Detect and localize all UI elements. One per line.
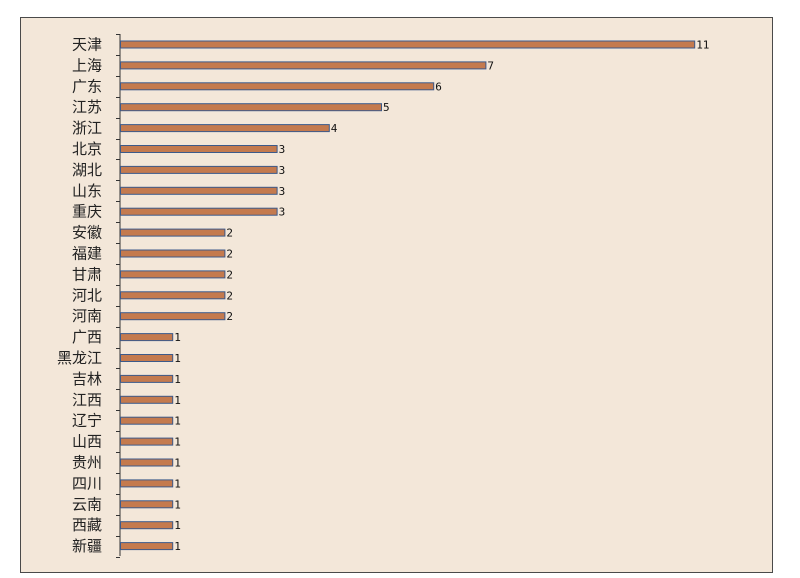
category-label: 吉林 [72, 370, 102, 388]
bar [120, 270, 226, 279]
bar [120, 103, 382, 112]
value-label: 2 [226, 268, 233, 281]
value-label: 5 [383, 101, 390, 114]
category-label: 河南 [72, 307, 102, 325]
value-label: 11 [696, 39, 709, 52]
category-label: 北京 [72, 140, 102, 158]
value-label: 4 [331, 122, 338, 135]
category-label: 贵州 [72, 454, 102, 472]
bar [120, 291, 226, 300]
bar [120, 333, 174, 342]
category-label: 江西 [72, 391, 102, 409]
bar [120, 500, 174, 509]
category-label: 广西 [72, 328, 102, 346]
value-label: 7 [487, 59, 494, 72]
bar [120, 416, 174, 425]
bar [120, 165, 278, 174]
bar [120, 228, 226, 237]
value-label: 3 [279, 143, 286, 156]
category-label: 新疆 [72, 537, 102, 555]
value-label: 1 [174, 352, 181, 365]
value-label: 1 [174, 498, 181, 511]
category-label: 福建 [72, 245, 102, 263]
category-label: 上海 [72, 56, 102, 74]
value-label: 3 [279, 185, 286, 198]
value-label: 3 [279, 206, 286, 219]
bar [120, 479, 174, 488]
value-label: 1 [174, 415, 181, 428]
bar [120, 40, 696, 49]
category-label: 黑龙江 [57, 349, 102, 367]
value-label: 1 [174, 331, 181, 344]
category-label: 辽宁 [72, 412, 102, 430]
bar [120, 249, 226, 258]
value-label: 1 [174, 519, 181, 532]
bar [120, 207, 278, 216]
category-label: 安徽 [72, 224, 102, 242]
bar [120, 437, 174, 446]
value-label: 2 [226, 310, 233, 323]
bar [120, 354, 174, 362]
value-label: 6 [435, 80, 442, 93]
category-label: 河北 [72, 286, 102, 304]
category-label: 山东 [72, 182, 102, 200]
category-label: 四川 [72, 474, 102, 492]
category-label: 西藏 [72, 516, 102, 534]
value-label: 1 [174, 540, 181, 553]
category-label: 江苏 [72, 98, 102, 116]
bar [120, 395, 174, 404]
bar [120, 374, 174, 383]
category-label: 浙江 [72, 119, 102, 137]
bar [120, 542, 174, 551]
value-label: 2 [226, 227, 233, 240]
bar [120, 145, 278, 153]
category-label: 云南 [72, 495, 102, 513]
bar [120, 124, 330, 133]
bar [120, 61, 487, 70]
value-label: 1 [174, 436, 181, 449]
bar [120, 312, 226, 321]
value-label: 3 [279, 164, 286, 177]
category-label: 天津 [72, 36, 102, 54]
value-label: 2 [226, 289, 233, 302]
value-label: 2 [226, 248, 233, 261]
category-label: 湖北 [72, 161, 102, 179]
category-label: 广东 [72, 77, 102, 95]
value-label: 1 [174, 457, 181, 470]
category-label: 山西 [72, 433, 102, 451]
bar [120, 82, 435, 91]
bar [120, 186, 278, 195]
value-label: 1 [174, 373, 181, 386]
category-label: 甘肃 [72, 265, 102, 283]
value-label: 1 [174, 394, 181, 407]
value-label: 1 [174, 477, 181, 490]
bar [120, 458, 174, 467]
category-label: 重庆 [72, 203, 102, 221]
bar [120, 521, 174, 530]
